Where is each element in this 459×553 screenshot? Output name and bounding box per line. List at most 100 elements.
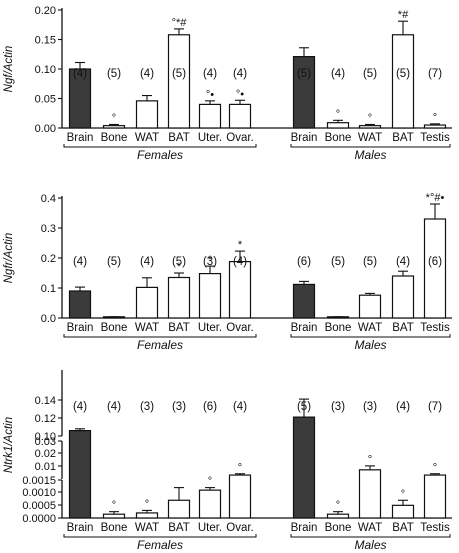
x-category-label: WAT: [135, 522, 159, 534]
y-tick-label: 0.0005: [22, 500, 56, 512]
x-category-label: Ovar.: [226, 132, 253, 144]
y-axis-title: Ntrk1/Actin: [3, 417, 15, 473]
group-bracket: [290, 534, 451, 538]
bar: [228, 474, 252, 519]
significance-label: °: [433, 462, 437, 474]
sample-size-label: (5): [363, 68, 377, 80]
bar: [135, 512, 159, 519]
sample-size-label: (3): [363, 401, 377, 413]
sample-size-label: (3): [140, 401, 154, 413]
chart-panel-1: 0.00 0.05 0.10 0.15 0.20 Ngf/Actin (4) Brain ° (5…: [3, 5, 452, 162]
y-tick-label: 0.10: [35, 431, 56, 443]
bar: [326, 122, 350, 129]
x-category-label: WAT: [358, 322, 382, 334]
bar: [167, 34, 191, 129]
sample-size-label: (4): [233, 401, 247, 413]
sample-size-label: (5): [107, 68, 121, 80]
significance-label: °: [401, 488, 405, 500]
x-category-label: Brain: [291, 522, 318, 534]
significance-label: °: [145, 498, 149, 510]
x-category-label: Brain: [67, 322, 94, 334]
y-tick-label: 0.3: [41, 223, 56, 235]
group-label: Males: [354, 148, 386, 162]
sample-size-label: (4): [396, 401, 410, 413]
significance-label: °: [368, 454, 372, 466]
y-tick-label: 0.00: [35, 123, 56, 135]
x-category-label: BAT: [392, 522, 414, 534]
group-bracket: [290, 144, 451, 148]
sample-size-label: (7): [428, 68, 442, 80]
sample-size-label: (5): [107, 256, 121, 268]
bar: [423, 474, 447, 519]
group-bracket: [63, 534, 257, 538]
sample-size-label: (7): [428, 401, 442, 413]
x-category-label: BAT: [392, 132, 414, 144]
sample-size-label: (3): [172, 401, 186, 413]
bar: [135, 286, 159, 319]
bar: [292, 283, 316, 319]
sample-size-label: (4): [203, 68, 217, 80]
x-category-label: Uter.: [198, 132, 222, 144]
bar: [228, 103, 252, 129]
sample-size-label: (4): [233, 68, 247, 80]
bar: [68, 430, 92, 519]
y-tick-label: 0.2: [41, 253, 56, 265]
group-label: Females: [137, 538, 183, 552]
sample-size-label: (5): [331, 256, 345, 268]
sample-size-label: (5): [297, 401, 311, 413]
significance-label: °: [368, 112, 372, 124]
x-category-label: Brain: [67, 132, 94, 144]
bar: [391, 504, 415, 519]
x-category-label: Testis: [420, 322, 450, 334]
sample-size-label: (6): [203, 401, 217, 413]
significance-label: °: [112, 500, 116, 512]
significance-label: *: [177, 261, 182, 273]
significance-label: *: [238, 239, 243, 251]
group-label: Males: [354, 338, 386, 352]
x-category-label: WAT: [358, 522, 382, 534]
y-tick-label: 0.10: [35, 64, 56, 76]
x-category-label: Testis: [420, 132, 450, 144]
y-tick-label: 0.1: [41, 283, 56, 295]
group-bracket: [290, 334, 451, 338]
bar: [198, 103, 222, 129]
x-category-label: BAT: [168, 132, 190, 144]
bar: [102, 125, 126, 129]
y-tick-label: 0.14: [35, 395, 56, 407]
bar: [102, 513, 126, 519]
x-category-label: Testis: [420, 522, 450, 534]
bar: [68, 290, 92, 319]
x-category-label: BAT: [168, 522, 190, 534]
sample-size-label: (4): [233, 256, 247, 268]
x-category-label: BAT: [168, 322, 190, 334]
x-category-label: Bone: [101, 522, 128, 534]
group-label: Females: [137, 338, 183, 352]
sample-size-label: (5): [396, 68, 410, 80]
y-tick-label: 0.4: [41, 193, 56, 205]
y-tick-label: 0.0000: [22, 513, 56, 525]
y-axis-title: Ngfr/Actin: [3, 233, 15, 284]
group-bracket: [63, 334, 257, 338]
significance-label: °*#: [172, 17, 188, 29]
bar: [358, 294, 382, 319]
sample-size-label: (3): [331, 401, 345, 413]
sample-size-label: (4): [140, 68, 154, 80]
sample-size-label: (4): [73, 401, 87, 413]
x-category-label: WAT: [135, 132, 159, 144]
y-tick-label: 0.12: [35, 413, 56, 425]
y-axis-title: Ngf/Actin: [3, 46, 15, 93]
bar: [423, 124, 447, 129]
chart-panel-2: 0.0 0.1 0.2 0.3 0.4 Ngfr/Actin (4) Brain (5) Bone…: [3, 192, 452, 352]
group-label: Males: [354, 538, 386, 552]
significance-label: °: [433, 112, 437, 124]
bar: [358, 125, 382, 129]
y-tick-label: 0.02: [35, 448, 56, 460]
bar: [228, 261, 252, 319]
y-tick-label: 0.01: [35, 461, 56, 473]
y-tick-label: 0.05: [35, 94, 56, 106]
significance-label: °•: [236, 88, 244, 100]
y-tick-label: 0.0010: [22, 487, 56, 499]
significance-label: °: [208, 476, 212, 488]
significance-label: °•: [206, 89, 214, 101]
